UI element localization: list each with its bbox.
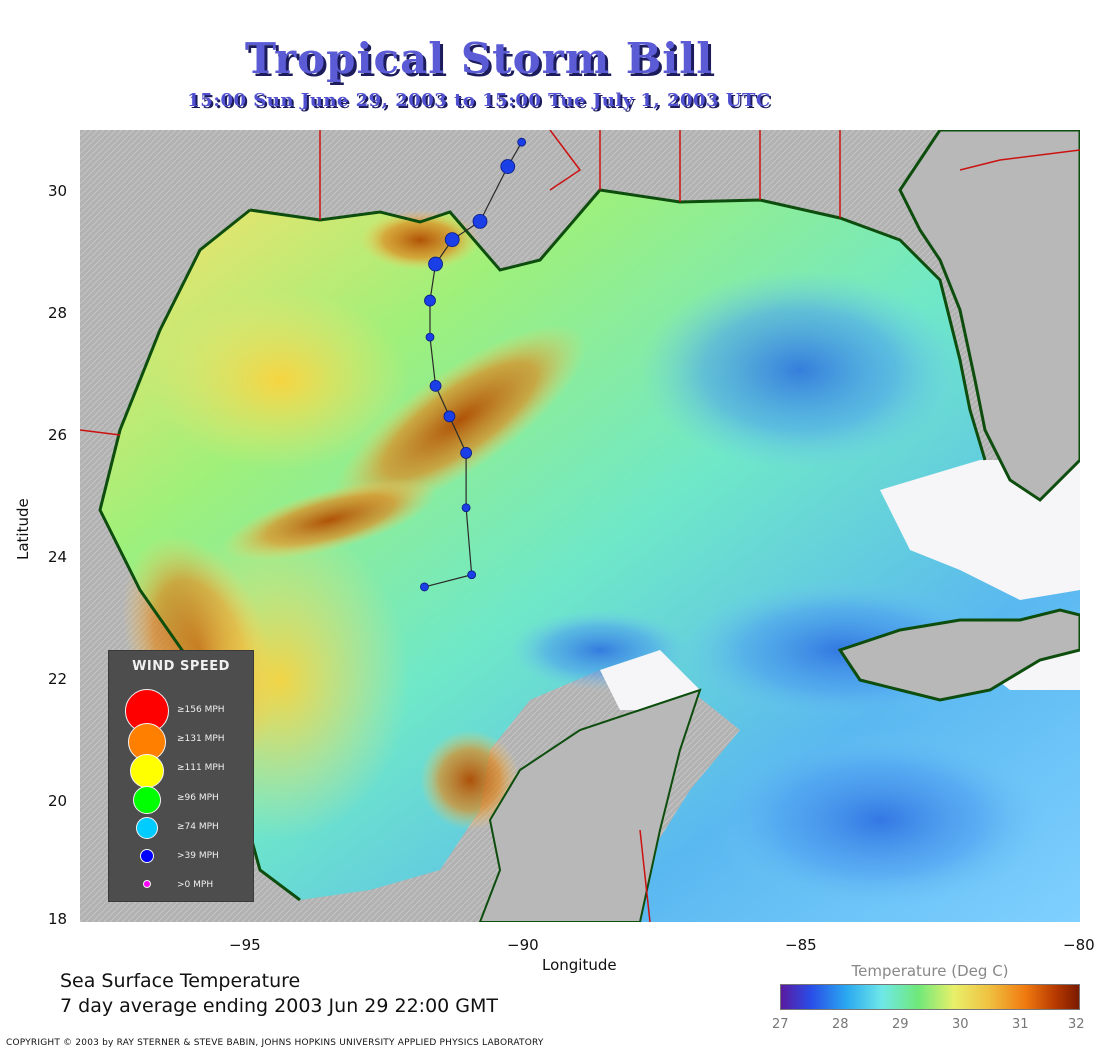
x-tick-80: −80 <box>1063 936 1095 954</box>
y-tick-28: 28 <box>48 304 68 322</box>
yellow-patch <box>150 290 410 470</box>
legend-dot-39 <box>140 849 154 863</box>
legend-label-111: ≥111 MPH <box>177 763 225 773</box>
sst-caption-line1: Sea Surface Temperature <box>60 970 301 992</box>
legend-title: WIND SPEED <box>132 659 230 674</box>
warm-patch <box>420 730 520 830</box>
colorbar-tick-29: 29 <box>892 1017 909 1032</box>
legend-dot-74 <box>136 817 158 839</box>
copyright-notice: COPYRIGHT © 2003 by RAY STERNER & STEVE … <box>6 1038 544 1048</box>
storm-track-point <box>424 294 436 307</box>
storm-track-point <box>429 379 442 392</box>
warm-patch <box>333 324 587 516</box>
legend-dot-0 <box>143 880 151 888</box>
x-axis-label: Longitude <box>542 956 617 974</box>
y-tick-22: 22 <box>48 670 68 688</box>
y-tick-30: 30 <box>48 182 68 200</box>
colorbar-title: Temperature (Deg C) <box>851 962 1009 980</box>
temperature-colorbar <box>780 984 1080 1010</box>
storm-track-point <box>517 137 527 147</box>
y-tick-26: 26 <box>48 426 68 444</box>
cool-patch <box>710 730 1050 910</box>
legend-label-156: ≥156 MPH <box>177 705 225 715</box>
storm-track-point <box>500 159 516 174</box>
map-title: Tropical Storm Bill <box>244 34 714 83</box>
x-tick-90: −90 <box>507 936 539 954</box>
cloud-mask <box>600 650 700 710</box>
colorbar-tick-31: 31 <box>1012 1017 1029 1032</box>
legend-label-96: ≥96 MPH <box>177 793 219 803</box>
storm-track-point <box>460 446 473 459</box>
storm-track-point <box>461 503 471 513</box>
legend-dot-111 <box>130 754 164 788</box>
legend-label-74: ≥74 MPH <box>177 822 219 832</box>
warm-patch <box>360 210 480 270</box>
y-tick-20: 20 <box>48 792 68 810</box>
florida-land <box>898 130 1080 502</box>
colorbar-tick-30: 30 <box>952 1017 969 1032</box>
y-axis-label: Latitude <box>14 498 32 560</box>
x-tick-95: −95 <box>229 936 261 954</box>
legend-label-0: >0 MPH <box>177 880 214 890</box>
storm-track-point <box>472 213 488 229</box>
storm-track-point <box>425 332 435 342</box>
storm-track-point <box>443 410 456 423</box>
storm-track-points <box>420 137 527 592</box>
storm-track-point <box>444 232 460 248</box>
y-tick-18: 18 <box>48 910 68 928</box>
storm-track-point <box>428 256 443 272</box>
cool-patch <box>640 270 960 470</box>
legend-label-131: ≥131 MPH <box>177 734 225 744</box>
state-borders <box>80 130 1080 922</box>
sst-caption-line2: 7 day average ending 2003 Jun 29 22:00 G… <box>60 995 499 1017</box>
x-tick-85: −85 <box>785 936 817 954</box>
legend-dot-96 <box>133 786 161 814</box>
storm-track-point <box>420 582 429 592</box>
yucatan-land <box>478 688 702 922</box>
cuba-land <box>837 608 1080 702</box>
colorbar-tick-28: 28 <box>832 1017 849 1032</box>
colorbar-tick-32: 32 <box>1068 1017 1085 1032</box>
map-subtitle: 15:00 Sun June 29, 2003 to 15:00 Tue Jul… <box>187 90 771 111</box>
wind-speed-legend: WIND SPEED ≥156 MPH ≥131 MPH ≥111 MPH ≥9… <box>108 650 254 902</box>
storm-track-point <box>467 570 477 580</box>
colorbar-tick-27: 27 <box>772 1017 789 1032</box>
y-tick-24: 24 <box>48 548 68 566</box>
legend-label-39: >39 MPH <box>177 851 219 861</box>
